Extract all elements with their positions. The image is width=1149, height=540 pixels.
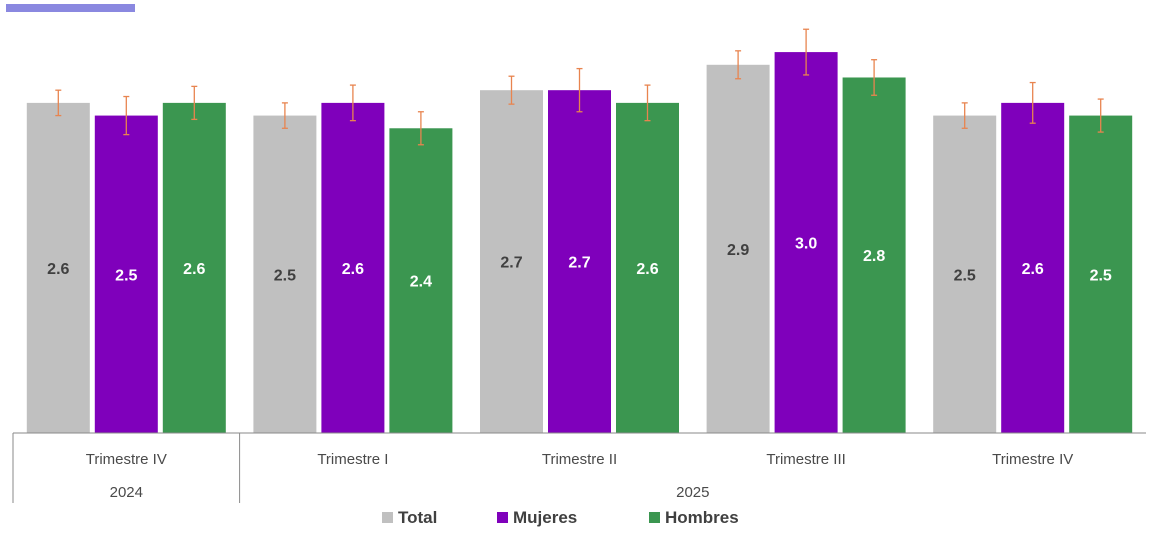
data-label: 2.6 [636,261,658,278]
data-label: 2.7 [500,255,522,272]
data-label: 3.0 [795,236,817,253]
x-tick-label: Trimestre I [317,451,388,468]
legend-swatch-mujeres [497,512,508,523]
bar-mujeres-4 [774,52,838,433]
bar-hombres-5 [1069,115,1133,434]
bar-hombres-1 [162,102,226,433]
data-label: 2.7 [568,255,590,272]
legend-label-hombres: Hombres [665,508,739,527]
x-tick-label: Trimestre III [766,451,845,468]
bar-mujeres-1 [94,115,158,434]
data-label: 2.5 [954,267,976,284]
x-group-label: 2024 [110,484,143,501]
legend-swatch-total [382,512,393,523]
bar-hombres-3 [616,102,679,433]
bar-total-4 [706,64,770,434]
bar-hombres-4 [842,77,906,433]
legend-label-mujeres: Mujeres [513,508,577,527]
x-tick-label: Trimestre II [542,451,617,468]
x-group-label: 2025 [676,484,709,501]
legend-swatch-hombres [649,512,660,523]
data-label: 2.5 [274,267,296,284]
data-label: 2.9 [727,242,749,259]
bar-mujeres-5 [1001,102,1065,433]
x-tick-label: Trimestre IV [86,451,167,468]
bar-mujeres-3 [548,90,611,433]
data-label: 2.6 [47,261,69,278]
bar-mujeres-2 [321,102,385,433]
data-label: 2.8 [863,248,885,265]
x-tick-label: Trimestre IV [992,451,1073,468]
bar-total-1 [26,102,90,433]
bar-total-5 [933,115,997,434]
data-label: 2.6 [342,261,364,278]
data-label: 2.4 [410,274,432,291]
data-label: 2.5 [115,267,137,284]
data-label: 2.6 [1022,261,1044,278]
bar-total-2 [253,115,317,434]
bar-hombres-2 [389,128,453,434]
legend-label-total: Total [398,508,437,527]
data-label: 2.6 [183,261,205,278]
accent-bar [6,4,135,12]
bar-total-3 [480,90,543,433]
data-label: 2.5 [1090,267,1112,284]
